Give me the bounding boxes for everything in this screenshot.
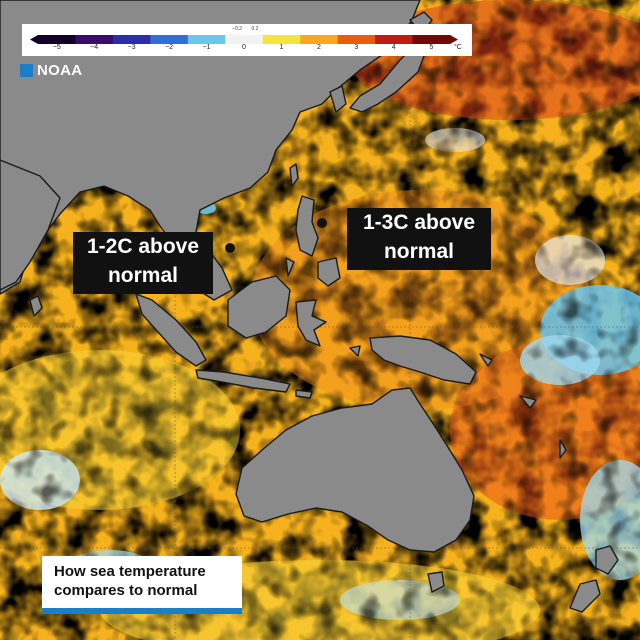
source-marker [20,64,33,77]
callout-south-china-sea: 1-2C above normal [73,232,213,294]
callout-line: 1-2C above [86,235,200,258]
new-zealand [595,545,619,575]
scale-color-segment [75,35,114,44]
scale-color-segment [187,35,226,44]
scale-color-segment [225,35,264,44]
scale-tick-label: 1 [279,44,284,51]
color-scale-bar [30,35,458,44]
scale-tick-label: −5 [52,44,61,51]
australia [235,387,475,553]
scale-color-segment [375,35,414,44]
callout-line: normal [107,264,178,287]
scale-color-segment [262,35,301,44]
new-guinea [369,335,477,385]
scale-color-segment [112,35,151,44]
scale-small-label: 0.2 [251,26,259,32]
data-source: NOAA [20,62,82,79]
tasmania [427,571,445,593]
scale-color-segment [150,35,189,44]
scale-small-label: −0.2 [232,26,242,32]
temperature-scale-legend: −5 −4 −3 −2 −1 0 1 2 3 4 5 −0.2 0.2 °C [22,24,472,56]
scale-tick-label: −2 [165,44,174,51]
callout-line: 1-3C above [362,211,476,234]
source-label: NOAA [37,62,83,79]
scale-color-segment [412,35,451,44]
scale-tick-label: 0 [242,44,246,51]
sulawesi [295,299,327,347]
caption-line: compares to normal [54,582,198,599]
scale-arrow-high [450,35,458,44]
scale-color-segment [38,35,76,44]
scale-tick-label: 2 [316,44,321,51]
scale-tick-label: 3 [354,44,359,51]
scale-arrow-low [30,35,38,44]
scale-tick-label: 5 [429,44,434,51]
callout-line: normal [383,240,454,263]
scale-tick-label: −4 [90,44,99,51]
callout-philippine-sea: 1-3C above normal [347,208,491,270]
scale-tick-label: −1 [202,44,211,51]
philippines [295,195,319,257]
sumatra [135,293,207,367]
borneo [227,275,291,339]
scale-unit-label: °C [454,44,462,51]
callout-dot [225,243,235,253]
india [0,159,61,291]
landmasses [0,0,619,613]
asia-mainland [0,0,421,301]
scale-color-segment [337,35,376,44]
java [195,369,291,393]
callout-dot [317,218,327,228]
scale-tick-label: 4 [391,44,396,51]
taiwan [289,163,299,187]
scale-color-segment [300,35,339,44]
map-caption: How sea temperature compares to normal [42,556,242,614]
caption-line: How sea temperature [54,563,206,580]
scale-tick-label: −3 [127,44,136,51]
